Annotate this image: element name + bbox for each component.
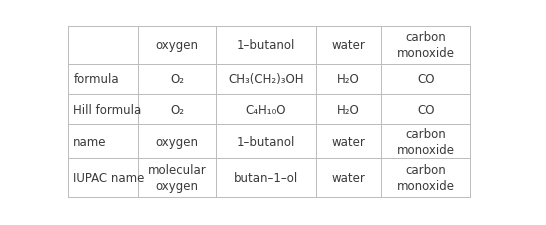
Text: CO: CO <box>417 103 435 116</box>
Text: 1–butanol: 1–butanol <box>237 39 295 52</box>
Text: CH₃(CH₂)₃OH: CH₃(CH₂)₃OH <box>228 73 304 86</box>
Text: molecular
oxygen: molecular oxygen <box>148 163 206 192</box>
Text: H₂O: H₂O <box>337 103 360 116</box>
Text: carbon
monoxide: carbon monoxide <box>397 127 455 156</box>
Text: C₄H₁₀O: C₄H₁₀O <box>246 103 286 116</box>
Text: carbon
monoxide: carbon monoxide <box>397 31 455 60</box>
Text: oxygen: oxygen <box>156 135 199 148</box>
Text: Hill formula: Hill formula <box>73 103 141 116</box>
Text: carbon
monoxide: carbon monoxide <box>397 163 455 192</box>
Text: O₂: O₂ <box>170 103 184 116</box>
Text: water: water <box>331 171 365 184</box>
Text: formula: formula <box>73 73 119 86</box>
Text: O₂: O₂ <box>170 73 184 86</box>
Text: oxygen: oxygen <box>156 39 199 52</box>
Text: IUPAC name: IUPAC name <box>73 171 145 184</box>
Text: name: name <box>73 135 107 148</box>
Text: CO: CO <box>417 73 435 86</box>
Text: butan–1–ol: butan–1–ol <box>234 171 298 184</box>
Text: H₂O: H₂O <box>337 73 360 86</box>
Text: water: water <box>331 39 365 52</box>
Text: 1–butanol: 1–butanol <box>237 135 295 148</box>
Text: water: water <box>331 135 365 148</box>
